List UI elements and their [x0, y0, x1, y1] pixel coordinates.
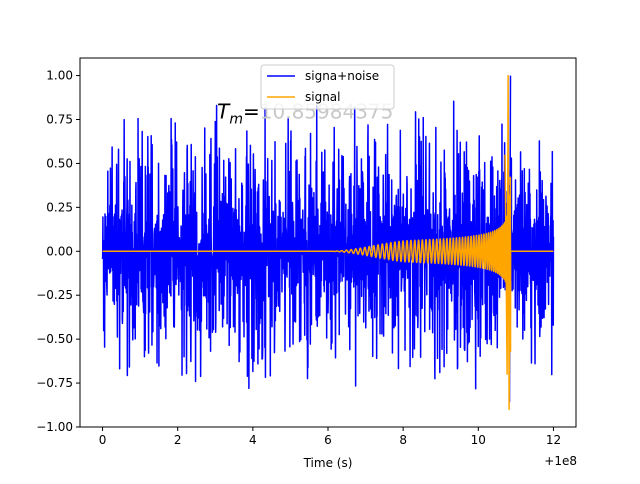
y-tick-label: 0.75 [46, 113, 73, 127]
legend-label-signa-noise: signa+noise [305, 69, 379, 83]
x-tick-label: 6 [324, 433, 332, 447]
y-tick-label: −0.75 [36, 376, 73, 390]
annotation-prefix: T [217, 100, 231, 124]
y-tick-label: 0.00 [46, 244, 73, 258]
y-tick-label: −0.25 [36, 288, 73, 302]
x-axis-offset-label: +1e8 [544, 454, 577, 468]
annotation-subscript: m [229, 112, 243, 128]
x-tick-label: 4 [249, 433, 257, 447]
y-tick-label: 0.25 [46, 200, 73, 214]
x-tick-label: 12 [546, 433, 561, 447]
x-tick-label: 2 [174, 433, 182, 447]
x-axis-label: Time (s) [303, 456, 353, 470]
annotation-equals: = [243, 100, 260, 124]
plot-area [101, 74, 555, 411]
y-tick-label: 1.00 [46, 69, 73, 83]
legend-label-signal: signal [305, 90, 341, 104]
x-tick-label: 8 [399, 433, 407, 447]
y-tick-label: −0.50 [36, 332, 73, 346]
x-tick-label: 0 [99, 433, 107, 447]
axes: 0 2 4 6 8 10 12 −1.00 −0.75 −0.50 −0.25 0.00 0.25 0.5… [36, 57, 577, 447]
y-tick-label: 0.50 [46, 156, 73, 170]
series-signal-line [101, 74, 555, 411]
x-tick-label: 10 [471, 433, 486, 447]
y-tick-label: −1.00 [36, 420, 73, 434]
legend: signa+noise signal [260, 64, 395, 110]
